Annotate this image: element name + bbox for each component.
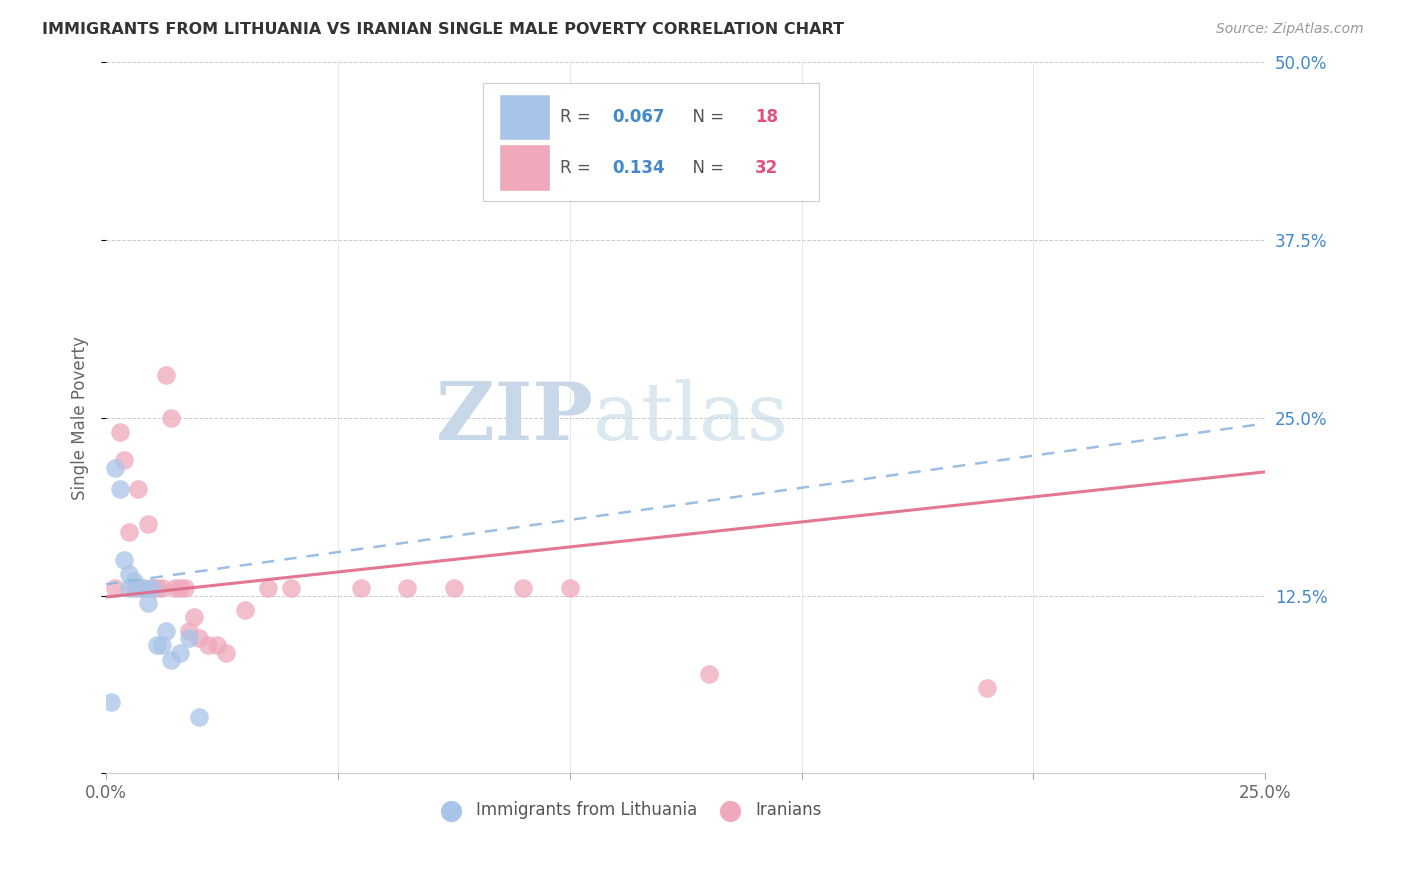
Point	[118, 582, 141, 596]
Point	[150, 582, 173, 596]
Text: N =: N =	[682, 159, 730, 177]
Point	[127, 582, 149, 596]
Text: 18: 18	[755, 108, 778, 126]
Point	[141, 582, 163, 596]
Point	[122, 574, 145, 589]
Point	[155, 368, 177, 383]
Point	[150, 639, 173, 653]
Point	[122, 582, 145, 596]
Point	[114, 553, 136, 567]
Point	[697, 666, 720, 681]
FancyBboxPatch shape	[501, 145, 548, 190]
Text: 0.134: 0.134	[613, 159, 665, 177]
Point	[136, 596, 159, 610]
Point	[183, 610, 205, 624]
Point	[179, 632, 201, 646]
Point	[146, 582, 169, 596]
Point	[165, 582, 187, 596]
Point	[558, 582, 581, 596]
Text: R =: R =	[561, 108, 596, 126]
Point	[396, 582, 419, 596]
Point	[100, 695, 122, 709]
Point	[187, 709, 209, 723]
Point	[155, 624, 177, 639]
Point	[132, 582, 155, 596]
Point	[187, 632, 209, 646]
Point	[443, 582, 465, 596]
Legend: Immigrants from Lithuania, Iranians: Immigrants from Lithuania, Iranians	[427, 794, 828, 826]
Text: atlas: atlas	[593, 379, 787, 457]
Point	[114, 453, 136, 467]
Point	[108, 425, 131, 439]
Point	[169, 582, 191, 596]
Point	[160, 410, 183, 425]
Point	[108, 482, 131, 496]
Text: R =: R =	[561, 159, 602, 177]
Point	[205, 639, 228, 653]
Point	[136, 517, 159, 532]
Point	[169, 646, 191, 660]
FancyBboxPatch shape	[501, 95, 548, 139]
Text: N =: N =	[682, 108, 730, 126]
Point	[233, 603, 256, 617]
Point	[127, 482, 149, 496]
Point	[104, 460, 127, 475]
Point	[173, 582, 195, 596]
Point	[104, 582, 127, 596]
Text: ZIP: ZIP	[436, 379, 593, 457]
Point	[257, 582, 280, 596]
Text: IMMIGRANTS FROM LITHUANIA VS IRANIAN SINGLE MALE POVERTY CORRELATION CHART: IMMIGRANTS FROM LITHUANIA VS IRANIAN SIN…	[42, 22, 844, 37]
Point	[976, 681, 998, 695]
Point	[132, 582, 155, 596]
Point	[215, 646, 238, 660]
Point	[350, 582, 373, 596]
Point	[160, 652, 183, 666]
Y-axis label: Single Male Poverty: Single Male Poverty	[72, 336, 89, 500]
Point	[280, 582, 302, 596]
Point	[118, 567, 141, 582]
Text: 32: 32	[755, 159, 779, 177]
Point	[179, 624, 201, 639]
Text: Source: ZipAtlas.com: Source: ZipAtlas.com	[1216, 22, 1364, 37]
Point	[512, 582, 534, 596]
Point	[146, 639, 169, 653]
Point	[118, 524, 141, 539]
Text: 0.067: 0.067	[613, 108, 665, 126]
FancyBboxPatch shape	[482, 84, 818, 201]
Point	[197, 639, 219, 653]
Point	[141, 582, 163, 596]
